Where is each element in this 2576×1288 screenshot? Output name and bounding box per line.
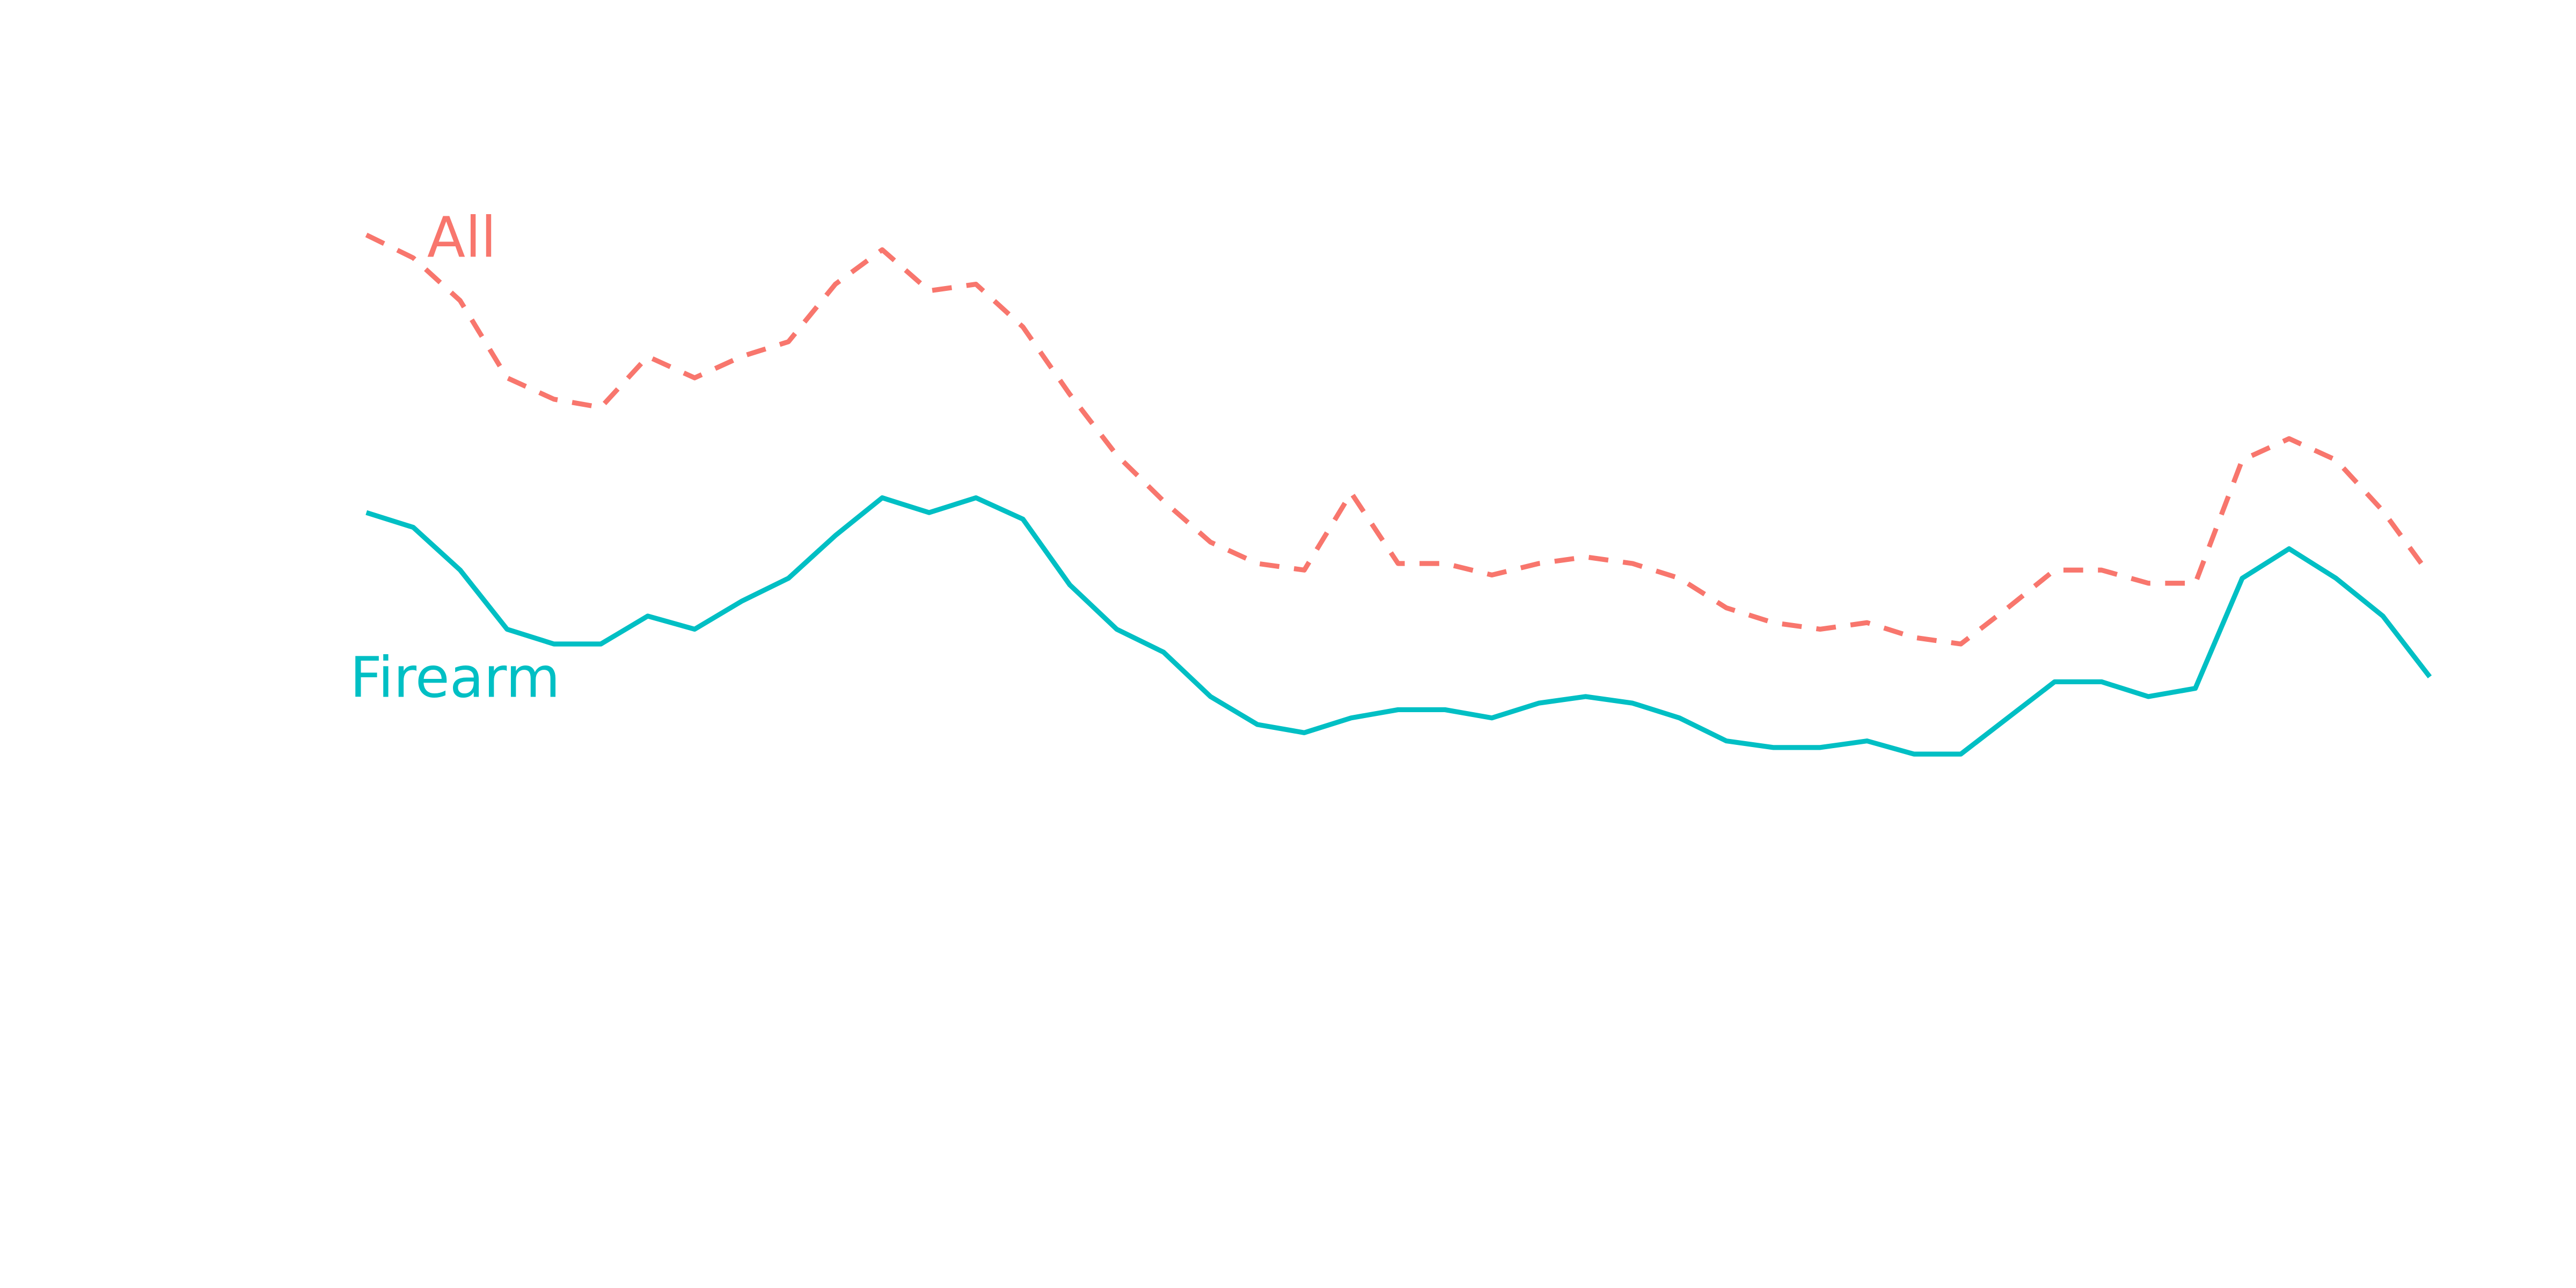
series-label: Firearm — [350, 645, 560, 711]
series-line — [365, 495, 2432, 757]
series-label: All — [427, 204, 496, 270]
series-line — [365, 232, 2432, 647]
